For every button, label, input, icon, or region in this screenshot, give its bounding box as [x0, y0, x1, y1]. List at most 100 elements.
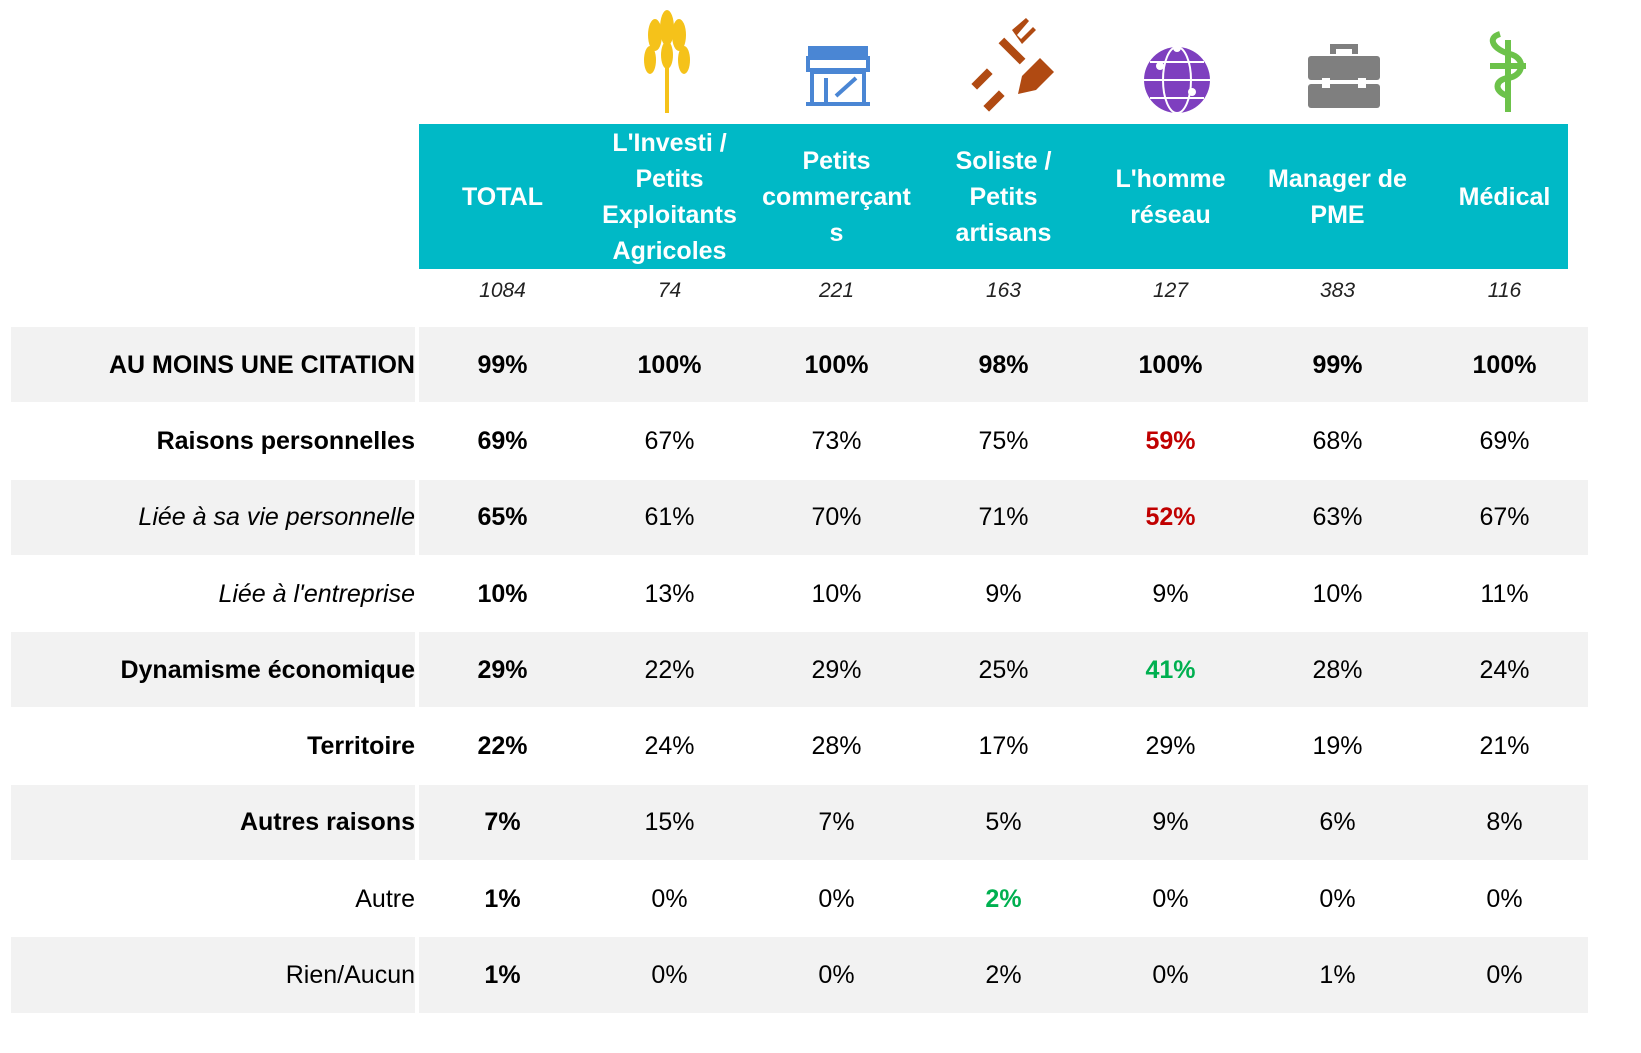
cell-value: 9% — [985, 579, 1022, 608]
row-label: Autre — [355, 884, 415, 913]
cell-value: 61% — [644, 503, 695, 532]
cell-value: 22% — [644, 655, 695, 684]
caduceus-icon — [1489, 31, 1526, 112]
sample-size: 127 — [1152, 279, 1189, 302]
row-label: Territoire — [307, 732, 415, 761]
cell-value: 0% — [1486, 961, 1523, 990]
row-label: Rien/Aucun — [285, 961, 415, 990]
row-band — [11, 937, 415, 1013]
cell-value: 9% — [1152, 579, 1189, 608]
row-label: Autres raisons — [239, 808, 415, 837]
cell-value: 99% — [1312, 350, 1363, 379]
cell-value: 24% — [644, 732, 695, 761]
cell-value: 15% — [644, 808, 695, 837]
cell-value: 17% — [978, 732, 1029, 761]
cell-value: 65% — [477, 503, 528, 532]
cell-value: 7% — [484, 808, 521, 837]
cell-value: 100% — [1472, 350, 1537, 379]
cell-value: 71% — [978, 503, 1029, 532]
cell-value: 29% — [1145, 732, 1196, 761]
cell-value: 0% — [1152, 961, 1189, 990]
column-header: Petits commerçants — [762, 146, 911, 247]
cell-value: 24% — [1479, 655, 1530, 684]
cell-value: 0% — [651, 961, 688, 990]
cell-value: 1% — [484, 884, 521, 913]
cell-value: 41% — [1145, 655, 1196, 684]
sample-size: 1084 — [479, 279, 526, 302]
store-icon — [806, 46, 870, 106]
sample-size: 116 — [1487, 279, 1522, 302]
cell-value: 0% — [818, 884, 855, 913]
cell-value: 67% — [1479, 503, 1530, 532]
column-header: TOTAL — [461, 182, 543, 211]
cell-value: 7% — [818, 808, 855, 837]
cell-value: 28% — [1312, 655, 1363, 684]
cell-value: 11% — [1480, 579, 1529, 608]
cell-value: 0% — [1319, 884, 1356, 913]
cell-value: 75% — [978, 426, 1029, 455]
cell-value: 5% — [985, 808, 1022, 837]
tools-icon — [971, 18, 1054, 112]
cell-value: 22% — [477, 732, 528, 761]
column-header: L'Investi / Petits Exploitants Agricoles — [602, 128, 737, 265]
row-band — [11, 479, 415, 555]
cell-value: 99% — [477, 350, 528, 379]
briefcase-icon — [1308, 44, 1380, 108]
cell-value: 0% — [818, 961, 855, 990]
row-band — [419, 937, 1588, 1013]
cell-value: 29% — [477, 655, 528, 684]
row-band — [419, 479, 1588, 555]
cell-value: 13% — [644, 579, 695, 608]
row-band — [11, 327, 415, 403]
cell-value: 98% — [978, 350, 1029, 379]
sample-size: 221 — [818, 279, 855, 302]
cell-value: 68% — [1312, 426, 1363, 455]
cell-value: 0% — [651, 884, 688, 913]
cell-value: 100% — [637, 350, 702, 379]
row-band — [419, 784, 1588, 861]
cell-value: 0% — [1152, 884, 1189, 913]
sample-size: 74 — [657, 279, 682, 302]
row-label: Dynamisme économique — [120, 655, 415, 684]
row-label: Raisons personnelles — [156, 426, 415, 455]
column-header: L'homme réseau — [1115, 164, 1226, 229]
cell-value: 8% — [1486, 808, 1523, 837]
sample-size: 383 — [1319, 279, 1356, 302]
cell-value: 2% — [985, 961, 1022, 990]
cell-value: 9% — [1152, 808, 1189, 837]
cell-value: 28% — [811, 732, 862, 761]
cell-value: 10% — [1312, 579, 1363, 608]
row-band — [419, 632, 1588, 708]
icons — [644, 10, 1526, 114]
cell-value: 100% — [804, 350, 869, 379]
cell-value: 25% — [978, 655, 1029, 684]
row-band — [11, 632, 415, 708]
cell-value: 21% — [1479, 732, 1530, 761]
cell-value: 63% — [1312, 503, 1363, 532]
column-header: Médical — [1458, 182, 1551, 211]
cell-value: 1% — [484, 961, 521, 990]
cell-value: 29% — [811, 655, 862, 684]
column-header: Soliste / Petits artisans — [955, 146, 1052, 247]
cell-value: 6% — [1319, 808, 1356, 837]
cell-value: 19% — [1312, 732, 1363, 761]
cell-value: 69% — [1479, 426, 1530, 455]
cell-value: 0% — [1486, 884, 1523, 913]
column-header: Manager de PME — [1268, 164, 1407, 229]
row-label: Liée à sa vie personnelle — [138, 503, 415, 532]
row-band — [419, 327, 1588, 403]
cell-value: 10% — [811, 579, 862, 608]
globe-icon — [1144, 44, 1210, 114]
cell-value: 67% — [644, 426, 695, 455]
cell-value: 1% — [1319, 961, 1356, 990]
cell-value: 69% — [477, 426, 528, 455]
row-label: Liée à l'entreprise — [218, 579, 415, 608]
cell-value: 2% — [985, 884, 1022, 913]
row-band — [11, 784, 415, 861]
cell-value: 59% — [1145, 426, 1196, 455]
cell-value: 100% — [1138, 350, 1203, 379]
cell-value: 10% — [477, 579, 528, 608]
sample-size: 163 — [985, 279, 1022, 302]
cell-value: 52% — [1145, 503, 1196, 532]
